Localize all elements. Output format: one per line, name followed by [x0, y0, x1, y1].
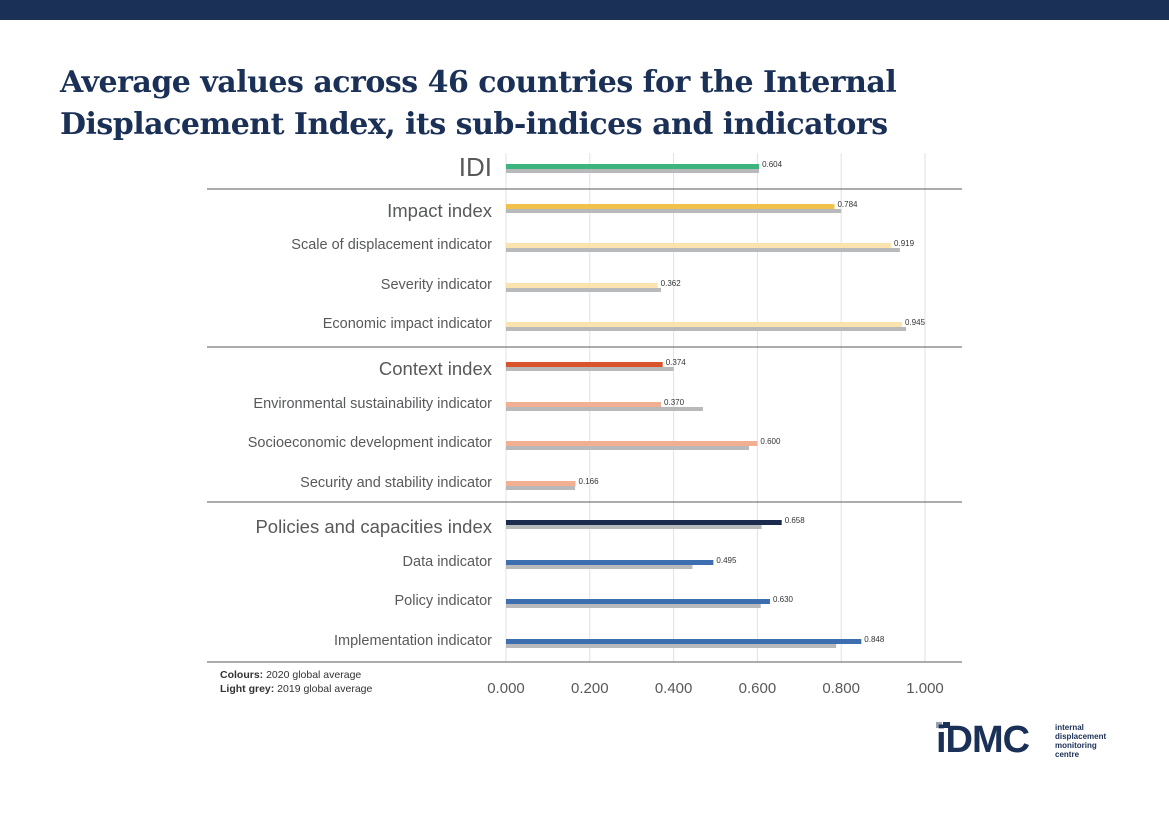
bar-2020: [506, 441, 758, 446]
bar-2020: [506, 164, 760, 169]
data-label: 0.370: [664, 398, 685, 407]
row-label: Implementation indicator: [334, 633, 492, 649]
bar-2020: [506, 560, 714, 565]
bar-2019: [506, 565, 693, 569]
bar-2019: [506, 525, 762, 529]
data-label: 0.658: [785, 516, 806, 525]
legend-grey: Light grey: 2019 global average: [220, 683, 373, 695]
bar-2019: [506, 407, 703, 411]
row-label: Economic impact indicator: [323, 316, 492, 332]
x-tick-label: 0.800: [822, 680, 860, 697]
data-label: 0.604: [762, 160, 783, 169]
bar-2020: [506, 243, 892, 248]
bar-2020: [506, 481, 576, 486]
bar-2019: [506, 446, 750, 450]
row-label: Scale of displacement indicator: [291, 237, 492, 253]
legend-colours: Colours: 2020 global average: [220, 669, 362, 681]
data-label: 0.495: [716, 556, 737, 565]
bar-2019: [506, 604, 761, 608]
row-label: Context index: [379, 358, 493, 379]
data-label: 0.374: [666, 358, 687, 367]
bar-2020: [506, 204, 835, 209]
bar-2019: [506, 644, 837, 648]
bar-2020: [506, 520, 782, 525]
row-label: Impact index: [387, 200, 493, 221]
bar-2020: [506, 362, 663, 367]
bar-2019: [506, 367, 674, 371]
logo-mark-icon: [936, 722, 950, 728]
bar-2020: [506, 322, 902, 327]
x-tick-label: 0.400: [655, 680, 693, 697]
x-tick-label: 0.000: [487, 680, 525, 697]
x-tick-label: 1.000: [906, 680, 944, 697]
legend: Colours: 2020 global average Light grey:…: [220, 668, 372, 696]
bar-2020: [506, 402, 662, 407]
logo-wordmark: iDMC: [936, 719, 1030, 761]
data-label: 0.945: [905, 318, 926, 327]
idmc-logo: iDMC internal displacement monitoring ce…: [936, 719, 1136, 764]
bar-2019: [506, 169, 760, 173]
data-label: 0.630: [773, 595, 794, 604]
data-label: 0.166: [579, 477, 600, 486]
row-label: Environmental sustainability indicator: [253, 396, 492, 412]
row-label: Data indicator: [403, 554, 493, 570]
row-label: Socioeconomic development indicator: [248, 435, 492, 451]
data-label: 0.600: [760, 437, 781, 446]
x-tick-label: 0.200: [571, 680, 609, 697]
row-label: Policy indicator: [394, 593, 492, 609]
bar-2020: [506, 283, 658, 288]
bar-2019: [506, 209, 842, 213]
row-label: Severity indicator: [381, 277, 492, 293]
row-label: Security and stability indicator: [300, 475, 492, 491]
chart-title: Average values across 46 countries for t…: [60, 65, 897, 142]
x-tick-label: 0.600: [739, 680, 777, 697]
row-label: IDI: [459, 152, 492, 182]
data-label: 0.848: [864, 635, 885, 644]
data-label: 0.919: [894, 239, 915, 248]
data-label: 0.362: [661, 279, 682, 288]
bar-2019: [506, 327, 907, 331]
bar-2019: [506, 288, 662, 292]
logo-subtitle: internal displacement monitoring centre: [1055, 723, 1107, 759]
bar-2020: [506, 639, 862, 644]
top-banner: [0, 0, 1169, 20]
bar-2019: [506, 486, 576, 490]
bar-2019: [506, 248, 900, 252]
row-label: Policies and capacities index: [255, 516, 492, 537]
bar-2020: [506, 599, 770, 604]
data-label: 0.784: [837, 200, 858, 209]
